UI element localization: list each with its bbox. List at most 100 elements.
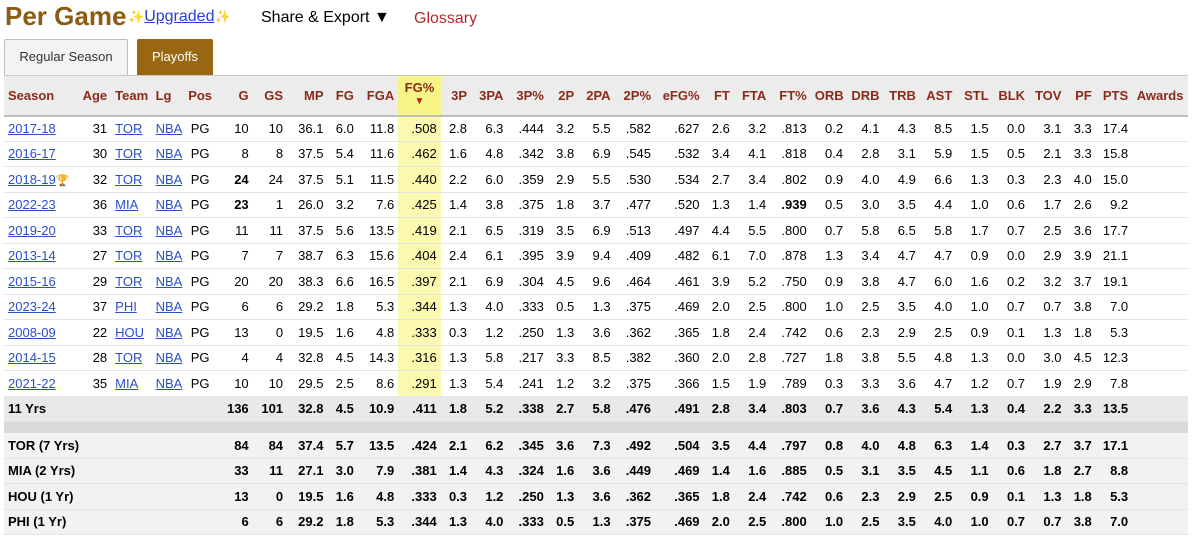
tab-regular-season[interactable]: Regular Season [4, 39, 128, 75]
col-header-2pa[interactable]: 2PA [578, 75, 615, 117]
cell-team[interactable]: TOR [111, 115, 152, 142]
col-header-age[interactable]: Age [74, 75, 112, 117]
col-header-stl[interactable]: STL [956, 75, 993, 117]
cell-lg[interactable]: NBA [151, 319, 184, 346]
team-link[interactable]: HOU [115, 324, 145, 340]
cell-team[interactable]: MIA [111, 370, 152, 397]
league-link[interactable]: NBA [155, 171, 183, 187]
team-link[interactable]: TOR [115, 248, 143, 264]
cell-team[interactable]: TOR [111, 268, 152, 295]
col-header-orb[interactable]: ORB [810, 75, 848, 117]
col-header-fg[interactable]: FG [327, 75, 358, 117]
tab-playoffs[interactable]: Playoffs [137, 39, 213, 75]
cell-team[interactable]: HOU [111, 319, 152, 346]
cell-season[interactable]: 2023-24 [4, 294, 75, 320]
team-link[interactable]: TOR [115, 171, 143, 187]
league-link[interactable]: NBA [155, 273, 183, 289]
cell-lg[interactable]: NBA [151, 370, 184, 397]
cell-lg[interactable]: NBA [151, 268, 184, 295]
team-link[interactable]: TOR [115, 273, 143, 289]
season-link[interactable]: 2023-24 [8, 299, 56, 315]
cell-lg[interactable]: NBA [151, 345, 184, 371]
league-link[interactable]: NBA [155, 299, 183, 315]
season-link[interactable]: 2018-19 [8, 171, 56, 187]
cell-lg[interactable]: NBA [151, 166, 184, 193]
col-header-fta[interactable]: FTA [733, 75, 771, 117]
cell-team[interactable]: MIA [111, 192, 152, 218]
cell-lg[interactable]: NBA [151, 243, 184, 269]
cell-lg[interactable]: NBA [151, 294, 184, 320]
col-header-mp[interactable]: MP [287, 75, 328, 117]
league-link[interactable]: NBA [155, 375, 183, 391]
col-header-efg-pct[interactable]: eFG% [655, 75, 704, 117]
season-link[interactable]: 2014-15 [8, 350, 56, 366]
team-link[interactable]: MIA [115, 375, 139, 391]
cell-season[interactable]: 2021-22 [4, 370, 75, 397]
cell-season[interactable]: 2014-15 [4, 345, 75, 371]
league-link[interactable]: NBA [155, 248, 183, 264]
col-header-g[interactable]: G [216, 75, 253, 117]
cell-lg[interactable]: NBA [151, 217, 184, 244]
col-header-pf[interactable]: PF [1065, 75, 1096, 117]
league-link[interactable]: NBA [155, 350, 183, 366]
col-header-lg[interactable]: Lg [151, 75, 184, 117]
cell-season[interactable]: 2017-18 [4, 115, 75, 142]
season-link[interactable]: 2008-09 [8, 324, 56, 340]
upgraded-badge[interactable]: ✨Upgraded✨ [128, 8, 231, 26]
team-link[interactable]: MIA [115, 197, 139, 213]
col-header-trb[interactable]: TRB [883, 75, 920, 117]
team-link[interactable]: TOR [115, 350, 143, 366]
season-link[interactable]: 2016-17 [8, 146, 56, 162]
col-header-2p-pct[interactable]: 2P% [614, 75, 656, 117]
cell-season[interactable]: 2016-17 [4, 141, 75, 167]
season-link[interactable]: 2013-14 [8, 248, 56, 264]
cell-team[interactable]: PHI [111, 294, 152, 320]
season-link[interactable]: 2019-20 [8, 222, 56, 238]
cell-lg[interactable]: NBA [151, 141, 184, 167]
league-link[interactable]: NBA [155, 222, 183, 238]
cell-team[interactable]: TOR [111, 166, 152, 193]
team-link[interactable]: TOR [115, 121, 143, 136]
season-link[interactable]: 2015-16 [8, 273, 56, 289]
col-header-tov[interactable]: TOV [1029, 75, 1066, 117]
league-link[interactable]: NBA [155, 197, 183, 213]
col-header-3p-pct[interactable]: 3P% [507, 75, 548, 117]
cell-season[interactable]: 2022-23 [4, 192, 75, 218]
cell-season[interactable]: 2018-19🏆 [4, 166, 75, 193]
cell-team[interactable]: TOR [111, 217, 152, 244]
col-header-3p[interactable]: 3P [440, 75, 472, 117]
cell-season[interactable]: 2019-20 [4, 217, 75, 244]
col-header-gs[interactable]: GS [252, 75, 288, 117]
share-export-menu[interactable]: Share & Export ▼ [261, 9, 390, 26]
season-link[interactable]: 2021-22 [8, 375, 56, 391]
league-link[interactable]: NBA [155, 146, 183, 162]
col-header-ast[interactable]: AST [919, 75, 957, 117]
col-header-fga[interactable]: FGA [357, 75, 399, 117]
team-link[interactable]: PHI [115, 299, 137, 315]
league-link[interactable]: NBA [155, 324, 183, 340]
col-header-fg-pct[interactable]: FG% ▼ [398, 75, 441, 117]
col-header-pos[interactable]: Pos [183, 75, 217, 117]
col-header-ft-pct[interactable]: FT% [770, 75, 811, 117]
cell-team[interactable]: TOR [111, 141, 152, 167]
cell-season[interactable]: 2008-09 [4, 319, 75, 346]
cell-team[interactable]: TOR [111, 243, 152, 269]
league-link[interactable]: NBA [155, 121, 183, 136]
team-link[interactable]: TOR [115, 146, 143, 162]
cell-season[interactable]: 2013-14 [4, 243, 75, 269]
col-header-2p[interactable]: 2P [547, 75, 579, 117]
cell-season[interactable]: 2015-16 [4, 268, 75, 295]
col-header-pts[interactable]: PTS [1095, 75, 1133, 117]
col-header-drb[interactable]: DRB [847, 75, 884, 117]
upgraded-link[interactable]: Upgraded [144, 8, 215, 25]
team-link[interactable]: TOR [115, 222, 143, 238]
season-link[interactable]: 2022-23 [8, 197, 56, 213]
col-header-blk[interactable]: BLK [992, 75, 1030, 117]
glossary-link[interactable]: Glossary [414, 10, 478, 27]
col-header-season[interactable]: Season [4, 75, 75, 117]
cell-lg[interactable]: NBA [151, 115, 184, 142]
col-header-ft[interactable]: FT [703, 75, 734, 117]
season-link[interactable]: 2017-18 [8, 121, 56, 136]
col-header-3pa[interactable]: 3PA [471, 75, 508, 117]
cell-lg[interactable]: NBA [151, 192, 184, 218]
